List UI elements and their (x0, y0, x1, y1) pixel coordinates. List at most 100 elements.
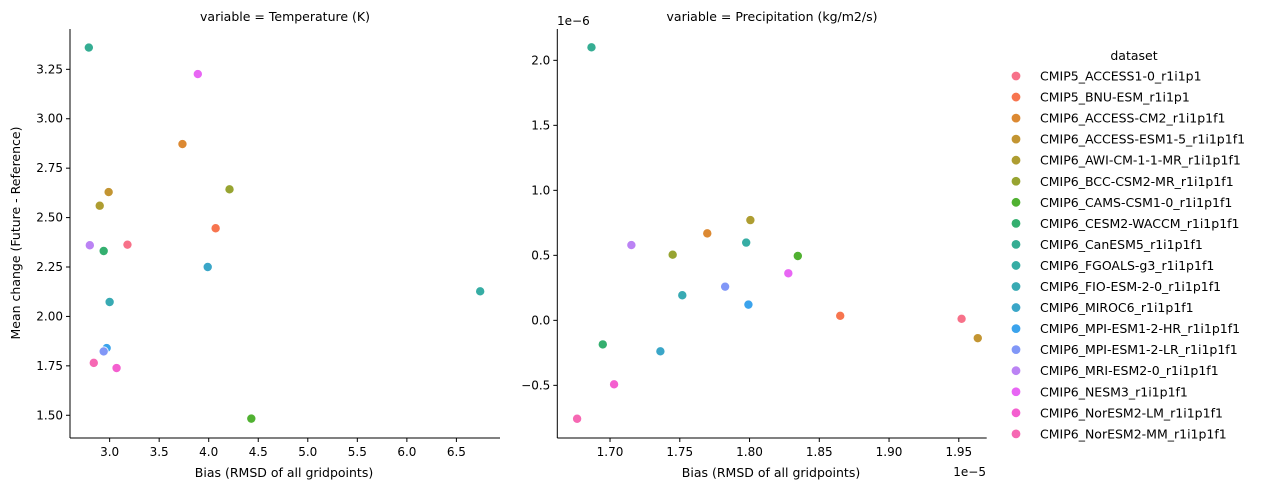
point-CMIP5_BNU-ESM_r1i1p1 (835, 310, 846, 321)
y-tick-label: 2.50 (36, 211, 63, 225)
point-CMIP6_MIROC6_r1i1p1f1 (202, 262, 213, 273)
temperature-panel: variable = Temperature (K) Bias (RMSD of… (8, 9, 500, 480)
legend-marker (1010, 112, 1022, 124)
point-CMIP6_ACCESS-ESM1-5_r1i1p1f1 (103, 187, 114, 198)
x-tick-label: 1.95 (945, 445, 972, 459)
y-tick-label: 3.00 (36, 112, 63, 126)
y-tick-label: 1.75 (36, 359, 63, 373)
x-tick-label: 1.75 (666, 445, 693, 459)
y-tick-label: 1.0 (531, 183, 550, 197)
point-CMIP6_AWI-CM-1-1-MR_r1i1p1f1 (94, 200, 105, 211)
y-tick-label: 1.5 (531, 118, 550, 132)
panel-title: variable = Temperature (K) (200, 9, 370, 24)
point-CMIP6_CanESM5_r1i1p1f1 (586, 42, 597, 53)
legend-label: CMIP6_MIROC6_r1i1p1f1 (1040, 300, 1194, 315)
y-tick-label: 0.0 (531, 313, 550, 327)
point-CMIP6_BCC-CSM2-MR_r1i1p1f1 (224, 184, 235, 195)
legend-label: CMIP6_MRI-ESM2-0_r1i1p1f1 (1040, 363, 1219, 378)
point-CMIP6_MPI-ESM1-2-HR_r1i1p1f1 (743, 299, 754, 310)
x-axis-label: Bias (RMSD of all gridpoints) (195, 465, 373, 480)
legend-marker (1010, 281, 1022, 292)
y-offset-text: 1e−6 (557, 14, 590, 28)
legend-label: CMIP6_MPI-ESM1-2-HR_r1i1p1f1 (1040, 321, 1240, 336)
y-tick-label: 3.25 (36, 62, 63, 76)
legend-marker (1010, 407, 1022, 419)
x-offset-text: 1e−5 (953, 465, 986, 479)
y-tick-label: 0.5 (531, 248, 550, 262)
x-tick-label: 4.0 (199, 445, 218, 459)
point-CMIP6_NESM3_r1i1p1f1 (192, 69, 203, 80)
legend-label: CMIP6_FIO-ESM-2-0_r1i1p1f1 (1040, 279, 1221, 294)
legend-title: dataset (1110, 48, 1157, 63)
legend-label: CMIP6_MPI-ESM1-2-LR_r1i1p1f1 (1040, 342, 1238, 357)
legend-marker (1010, 302, 1022, 313)
point-CMIP5_BNU-ESM_r1i1p1 (210, 223, 221, 234)
point-CMIP6_NorESM2-MM_r1i1p1f1 (88, 357, 99, 368)
point-CMIP6_AWI-CM-1-1-MR_r1i1p1f1 (745, 215, 756, 226)
legend-marker (1010, 365, 1022, 376)
point-CMIP6_NorESM2-LM_r1i1p1f1 (609, 379, 620, 390)
point-CMIP6_ACCESS-CM2_r1i1p1f1 (702, 228, 713, 239)
point-CMIP6_MPI-ESM1-2-LR_r1i1p1f1 (720, 281, 731, 292)
legend-label: CMIP5_BNU-ESM_r1i1p1 (1040, 90, 1190, 105)
precipitation-panel: variable = Precipitation (kg/m2/s) Bias … (521, 9, 987, 480)
legend-marker (1010, 344, 1022, 355)
legend-marker (1010, 154, 1022, 166)
legend-label: CMIP6_NorESM2-LM_r1i1p1f1 (1040, 405, 1223, 420)
x-tick-label: 5.0 (298, 445, 317, 459)
point-CMIP6_ACCESS-CM2_r1i1p1f1 (177, 139, 188, 150)
legend-marker (1010, 218, 1022, 229)
legend-label: CMIP5_ACCESS1-0_r1i1p1 (1040, 69, 1202, 84)
legend: dataset CMIP5_ACCESS1-0_r1i1p1 CMIP5_BNU-… (1010, 48, 1245, 441)
point-CMIP6_MIROC6_r1i1p1f1 (655, 346, 666, 357)
point-CMIP6_CAMS-CSM1-0_r1i1p1f1 (792, 250, 803, 261)
panel-title: variable = Precipitation (kg/m2/s) (667, 9, 878, 24)
point-CMIP6_MPI-ESM1-2-LR_r1i1p1f1 (98, 346, 109, 357)
x-tick-label: 3.5 (150, 445, 169, 459)
legend-label: CMIP6_ACCESS-CM2_r1i1p1f1 (1040, 111, 1225, 126)
x-tick-label: 5.5 (348, 445, 367, 459)
x-tick-label: 4.5 (249, 445, 268, 459)
point-CMIP5_ACCESS1-0_r1i1p1 (122, 239, 133, 250)
x-axis-label: Bias (RMSD of all gridpoints) (682, 465, 860, 480)
y-axis-label: Mean change (Future - Reference) (8, 127, 23, 340)
legend-label: CMIP6_NorESM2-MM_r1i1p1f1 (1040, 426, 1227, 441)
legend-marker (1010, 70, 1022, 82)
point-CMIP6_CESM2-WACCM_r1i1p1f1 (98, 245, 109, 256)
point-CMIP6_ACCESS-ESM1-5_r1i1p1f1 (972, 333, 983, 344)
legend-marker (1010, 176, 1022, 187)
point-CMIP6_BCC-CSM2-MR_r1i1p1f1 (667, 249, 678, 260)
x-tick-label: 6.0 (397, 445, 416, 459)
point-CMIP6_MRI-ESM2-0_r1i1p1f1 (626, 240, 637, 251)
legend-marker (1010, 323, 1022, 334)
legend-label: CMIP6_CanESM5_r1i1p1f1 (1040, 237, 1203, 252)
x-tick-label: 1.85 (806, 445, 833, 459)
legend-label: CMIP6_CESM2-WACCM_r1i1p1f1 (1040, 216, 1240, 231)
point-CMIP6_NESM3_r1i1p1f1 (783, 268, 794, 279)
point-CMIP6_FGOALS-g3_r1i1p1f1 (475, 286, 486, 297)
point-CMIP6_CESM2-WACCM_r1i1p1f1 (597, 339, 608, 350)
point-CMIP6_CanESM5_r1i1p1f1 (83, 42, 94, 53)
point-CMIP6_FIO-ESM-2-0_r1i1p1f1 (677, 290, 688, 301)
point-CMIP6_FIO-ESM-2-0_r1i1p1f1 (104, 296, 115, 307)
point-CMIP6_CAMS-CSM1-0_r1i1p1f1 (246, 413, 257, 424)
legend-marker (1010, 428, 1022, 440)
x-tick-label: 1.90 (876, 445, 903, 459)
legend-marker (1010, 133, 1022, 145)
y-tick-label: 2.75 (36, 161, 63, 175)
x-tick-label: 1.80 (736, 445, 763, 459)
legend-label: CMIP6_ACCESS-ESM1-5_r1i1p1f1 (1040, 132, 1245, 147)
x-tick-label: 1.70 (597, 445, 624, 459)
y-tick-label: −0.5 (521, 378, 550, 392)
point-CMIP6_FGOALS-g3_r1i1p1f1 (741, 237, 752, 248)
legend-marker (1010, 91, 1022, 103)
legend-label: CMIP6_AWI-CM-1-1-MR_r1i1p1f1 (1040, 153, 1241, 168)
legend-marker (1010, 386, 1022, 397)
legend-label: CMIP6_BCC-CSM2-MR_r1i1p1f1 (1040, 174, 1234, 189)
x-tick-label: 6.5 (447, 445, 466, 459)
point-CMIP6_NorESM2-MM_r1i1p1f1 (572, 413, 583, 424)
y-tick-label: 2.25 (36, 260, 63, 274)
legend-label: CMIP6_NESM3_r1i1p1f1 (1040, 384, 1188, 399)
y-tick-label: 2.00 (36, 309, 63, 323)
